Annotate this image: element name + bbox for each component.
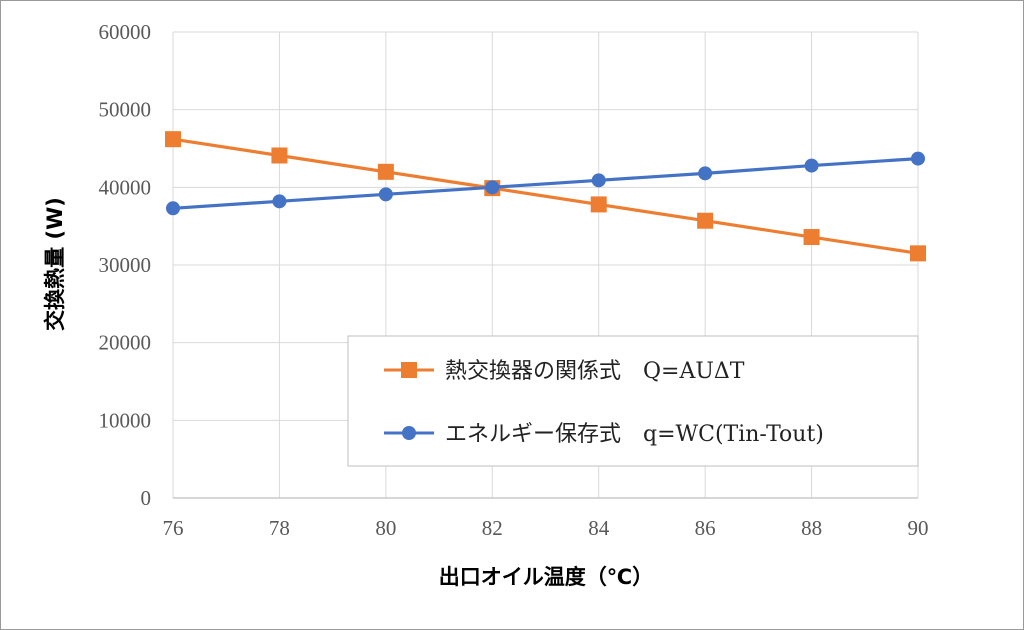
legend-box [347,335,919,467]
legend-label-series-1: 熱交換器の関係式 Q=AUΔT [445,359,745,384]
y-tick-label-2: 20000 [99,331,152,355]
x-axis-title: 出口オイル温度（℃） [439,565,653,589]
y-tick-label-4: 40000 [99,175,152,199]
x-tick-label-6: 88 [801,516,822,540]
legend-marker-series-2 [402,426,416,440]
series-2-point-1 [272,194,287,209]
series-2-point-2 [378,187,393,202]
legend-entry-series-2: エネルギー保存式 q=WC(Tin-Tout) [384,422,824,447]
legend-entry-series-1: 熱交換器の関係式 Q=AUΔT [384,359,745,384]
tick-labels: 0 10000 20000 30000 40000 50000 60000 76 78 80 82 8… [99,20,929,540]
y-tick-label-3: 30000 [99,253,152,277]
series-1-point-6 [803,229,820,246]
series-2-point-7 [911,151,925,166]
x-tick-label-2: 80 [375,516,396,540]
y-tick-label-5: 50000 [99,98,152,122]
series-1-point-4 [590,196,607,213]
y-tick-label-6: 60000 [99,20,152,44]
series-2-point-4 [591,173,606,188]
series-1-point-5 [697,212,714,229]
x-tick-label-4: 84 [588,516,610,540]
x-tick-label-1: 78 [269,516,290,540]
x-tick-label-5: 86 [695,516,716,540]
x-tick-label-7: 90 [908,516,929,540]
series-2-point-5 [698,166,713,181]
y-tick-label-1: 10000 [99,408,152,432]
series-2 [166,151,925,216]
series-2-point-3 [485,180,500,195]
series [165,131,926,262]
x-tick-label-3: 82 [482,516,503,540]
series-1-point-2 [377,163,394,180]
legend-marker-series-1 [401,362,417,378]
series-1-point-1 [271,147,288,164]
series-2-point-0 [166,201,180,216]
series-1-line [172,137,919,255]
x-tick-label-0: 76 [163,516,184,540]
legend: 熱交換器の関係式 Q=AUΔT エネルギー保存式 q=WC(Tin-Tout) [347,335,919,467]
series-1-point-7 [910,245,926,262]
series-1-point-0 [165,131,181,148]
y-axis-title: 交換熱量 (W) [43,197,67,331]
legend-label-series-2: エネルギー保存式 q=WC(Tin-Tout) [445,422,824,447]
series-2-point-6 [804,158,819,173]
series-2-line [172,157,919,210]
y-tick-label-0: 0 [141,486,152,510]
